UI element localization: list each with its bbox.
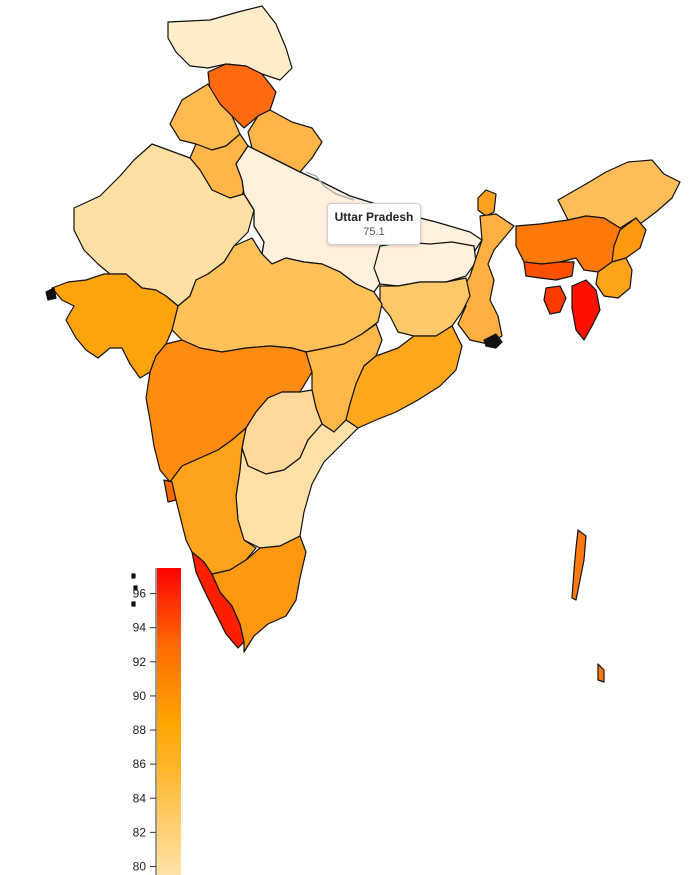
state-manipur[interactable] xyxy=(595,257,633,299)
color-legend: 80 82 84 86 88 90 92 94 96 xyxy=(133,568,181,875)
legend-tick-label: 88 xyxy=(133,723,147,737)
state-uttarakhand[interactable] xyxy=(247,109,323,173)
kutch-coast xyxy=(45,287,57,301)
state-mizoram[interactable] xyxy=(571,279,601,341)
legend-tick-label: 90 xyxy=(133,689,147,703)
legend-tick-label: 80 xyxy=(133,859,147,873)
state-jharkhand[interactable] xyxy=(379,277,471,337)
state-sikkim[interactable] xyxy=(477,189,497,217)
legend-tick-label: 92 xyxy=(133,655,147,669)
state-odisha[interactable] xyxy=(345,325,463,429)
tooltip-state-value: 75.1 xyxy=(363,226,385,238)
state-bihar[interactable] xyxy=(373,241,477,287)
state-west-bengal[interactable] xyxy=(457,213,515,345)
sundarbans-coast xyxy=(483,333,503,349)
state-karnataka[interactable] xyxy=(169,427,257,575)
state-lakshadweep[interactable] xyxy=(131,573,138,607)
legend-tick-label: 94 xyxy=(133,621,147,635)
legend-color-bar xyxy=(157,568,181,875)
legend-tick-label: 84 xyxy=(133,791,147,805)
state-andaman-nicobar[interactable] xyxy=(571,529,587,601)
legend-tick-label: 86 xyxy=(133,757,147,771)
state-nicobar-islands[interactable] xyxy=(597,663,605,683)
tooltip-state-name: Uttar Pradesh xyxy=(334,210,414,224)
state-jammu-kashmir[interactable] xyxy=(167,5,293,81)
state-tamil-nadu[interactable] xyxy=(211,535,307,653)
state-tooltip: Uttar Pradesh 75.1 xyxy=(327,203,421,245)
state-tripura[interactable] xyxy=(543,285,567,315)
tooltip-leader-line xyxy=(305,171,355,201)
legend-tick-label: 82 xyxy=(133,825,147,839)
state-nagaland[interactable] xyxy=(611,217,647,263)
legend-tick-label: 96 xyxy=(133,587,147,601)
state-meghalaya[interactable] xyxy=(523,261,575,281)
state-goa[interactable] xyxy=(163,479,177,503)
